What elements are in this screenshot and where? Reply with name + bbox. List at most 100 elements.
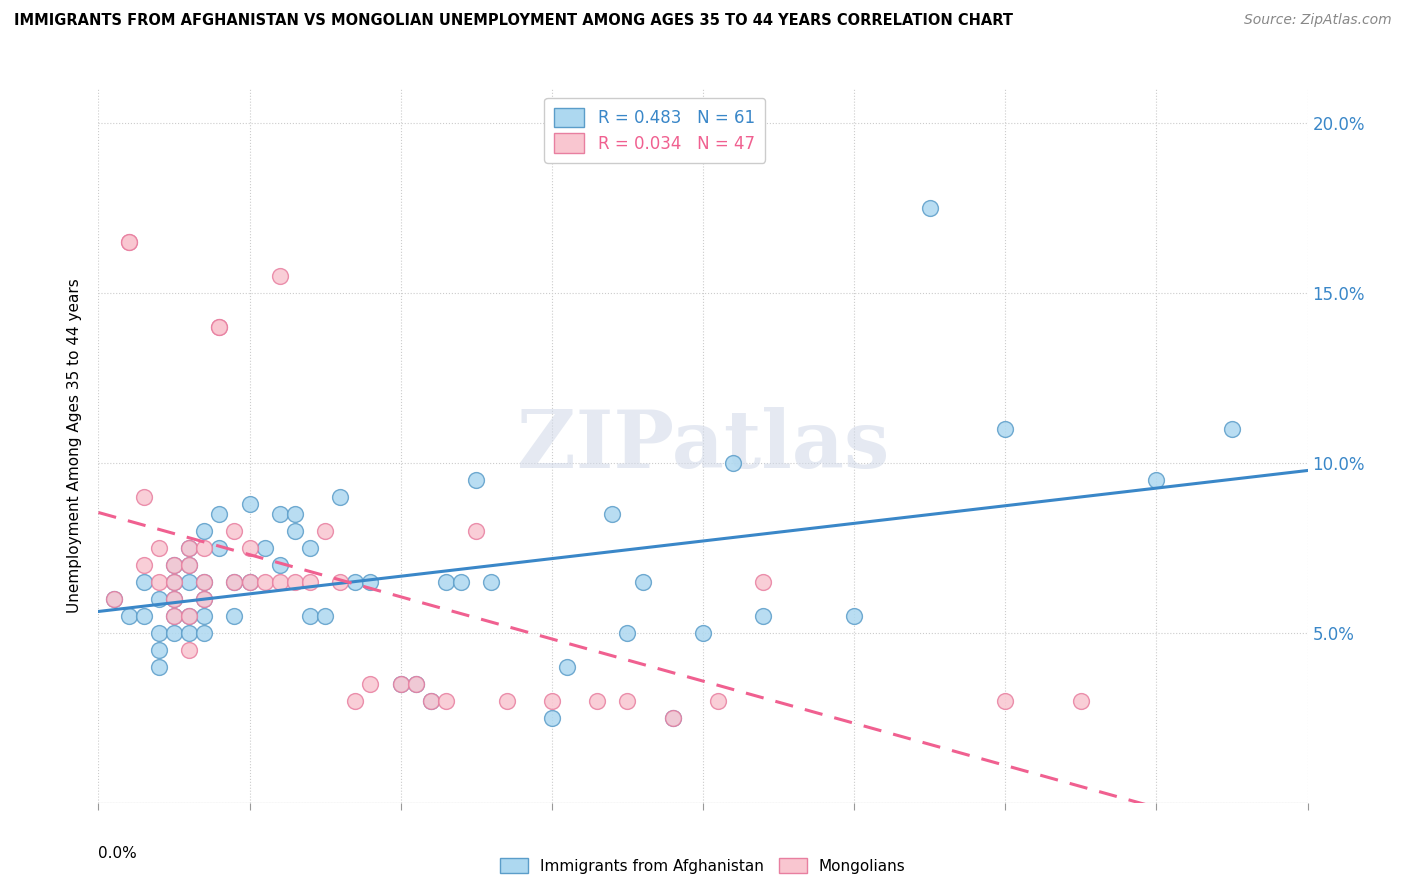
Point [541, 711, 564, 725]
Point [434, 694, 457, 708]
Point [389, 677, 412, 691]
Point [193, 524, 215, 538]
Point [631, 574, 654, 589]
Point [132, 574, 155, 589]
Point [239, 574, 262, 589]
Point [148, 643, 170, 657]
Point [179, 541, 201, 555]
Point [450, 574, 472, 589]
Point [314, 524, 336, 538]
Point [193, 541, 215, 555]
Point [224, 608, 246, 623]
Text: IMMIGRANTS FROM AFGHANISTAN VS MONGOLIAN UNEMPLOYMENT AMONG AGES 35 TO 44 YEARS : IMMIGRANTS FROM AFGHANISTAN VS MONGOLIAN… [14, 13, 1014, 29]
Point [148, 574, 170, 589]
Point [269, 574, 291, 589]
Point [193, 591, 215, 606]
Point [193, 574, 215, 589]
Point [179, 643, 201, 657]
Point [239, 541, 262, 555]
Point [208, 541, 231, 555]
Point [148, 591, 170, 606]
Point [329, 574, 352, 589]
Point [586, 694, 609, 708]
Point [662, 711, 685, 725]
Point [179, 558, 201, 572]
Point [208, 320, 231, 334]
Point [253, 574, 276, 589]
Point [163, 558, 186, 572]
Point [692, 626, 714, 640]
Point [616, 626, 638, 640]
Text: Source: ZipAtlas.com: Source: ZipAtlas.com [1244, 13, 1392, 28]
Text: ZIPatlas: ZIPatlas [517, 407, 889, 485]
Point [132, 490, 155, 504]
Point [208, 507, 231, 521]
Point [389, 677, 412, 691]
Point [707, 694, 730, 708]
Y-axis label: Unemployment Among Ages 35 to 44 years: Unemployment Among Ages 35 to 44 years [67, 278, 83, 614]
Point [269, 269, 291, 284]
Point [193, 608, 215, 623]
Point [179, 541, 201, 555]
Point [179, 608, 201, 623]
Point [344, 694, 367, 708]
Point [465, 524, 488, 538]
Point [844, 608, 866, 623]
Point [148, 541, 170, 555]
Point [1070, 694, 1092, 708]
Point [163, 608, 186, 623]
Point [208, 320, 231, 334]
Point [269, 507, 291, 521]
Point [163, 626, 186, 640]
Point [405, 677, 427, 691]
Point [284, 507, 307, 521]
Point [314, 608, 336, 623]
Point [344, 574, 367, 589]
Point [239, 497, 262, 511]
Point [918, 201, 941, 215]
Point [465, 473, 488, 487]
Point [163, 591, 186, 606]
Point [752, 608, 775, 623]
Point [329, 490, 352, 504]
Point [284, 524, 307, 538]
Point [253, 541, 276, 555]
Point [179, 608, 201, 623]
Point [602, 507, 624, 521]
Point [148, 626, 170, 640]
Point [103, 591, 125, 606]
Point [752, 574, 775, 589]
Point [299, 608, 322, 623]
Point [1146, 473, 1168, 487]
Point [179, 626, 201, 640]
Point [420, 694, 443, 708]
Point [481, 574, 503, 589]
Point [118, 235, 141, 249]
Point [541, 694, 564, 708]
Point [179, 574, 201, 589]
Point [360, 574, 382, 589]
Point [224, 574, 246, 589]
Point [299, 541, 322, 555]
Point [118, 235, 141, 249]
Point [193, 574, 215, 589]
Legend: Immigrants from Afghanistan, Mongolians: Immigrants from Afghanistan, Mongolians [495, 852, 911, 880]
Point [299, 574, 322, 589]
Point [420, 694, 443, 708]
Point [1220, 422, 1243, 436]
Point [662, 711, 685, 725]
Point [163, 574, 186, 589]
Point [616, 694, 638, 708]
Text: 0.0%: 0.0% [98, 846, 138, 861]
Point [495, 694, 517, 708]
Point [118, 608, 141, 623]
Point [284, 574, 307, 589]
Point [163, 574, 186, 589]
Point [555, 660, 578, 674]
Point [269, 558, 291, 572]
Point [994, 694, 1017, 708]
Point [132, 558, 155, 572]
Point [224, 524, 246, 538]
Point [148, 660, 170, 674]
Point [405, 677, 427, 691]
